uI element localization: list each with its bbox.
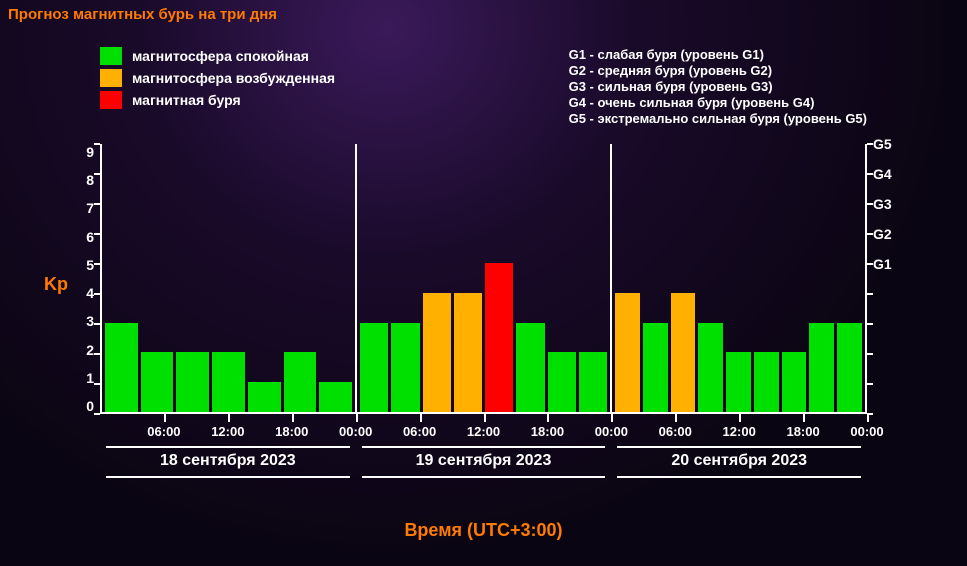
x-time-label: 00:00	[850, 424, 883, 439]
bars-container	[612, 144, 865, 412]
kp-bar	[782, 352, 807, 412]
bar-legend-item: магнитосфера возбужденная	[100, 69, 335, 87]
kp-bar	[615, 293, 640, 412]
bars-container	[102, 144, 355, 412]
x-time-label: 18:00	[531, 424, 564, 439]
y-axis-label: Kp	[44, 274, 68, 295]
page-title: Прогноз магнитных бурь на три дня	[0, 0, 967, 29]
kp-bar	[391, 323, 419, 412]
bar-legend-item: магнитная буря	[100, 91, 335, 109]
kp-bar	[248, 382, 281, 412]
g-legend-line: G4 - очень сильная буря (уровень G4)	[569, 95, 867, 110]
g-tick-label: G3	[873, 196, 892, 212]
kp-bar	[485, 263, 513, 412]
day-separator-top	[100, 446, 867, 448]
kp-bar	[516, 323, 544, 412]
bars-container	[357, 144, 610, 412]
kp-bar	[698, 323, 723, 412]
kp-bar	[319, 382, 352, 412]
day-panel	[357, 144, 612, 412]
x-time-label: 12:00	[467, 424, 500, 439]
kp-bar	[671, 293, 696, 412]
day-label: 18 сентября 2023	[100, 452, 356, 470]
y-tick-label: 0	[74, 398, 94, 414]
kp-chart: Kp 9876543210 G5G4G3G2G1 06:0012:0018:00…	[50, 144, 917, 474]
kp-bar	[360, 323, 388, 412]
g-legend-line: G3 - сильная буря (уровень G3)	[569, 79, 867, 94]
day-panel	[612, 144, 865, 412]
x-time-label: 06:00	[147, 424, 180, 439]
y-tick-label: 2	[74, 342, 94, 358]
kp-bar	[176, 352, 209, 412]
day-panel	[102, 144, 357, 412]
x-time-label: 18:00	[786, 424, 819, 439]
y-tick-label: 8	[74, 172, 94, 188]
kp-bar	[579, 352, 607, 412]
y-tick-label: 1	[74, 370, 94, 386]
kp-bar	[754, 352, 779, 412]
kp-bar	[212, 352, 245, 412]
g-tick-label: G5	[873, 136, 892, 152]
kp-bar	[548, 352, 576, 412]
legend-swatch	[100, 47, 122, 65]
g-legend-line: G1 - слабая буря (уровень G1)	[569, 47, 867, 62]
g-legend-line: G2 - средняя буря (уровень G2)	[569, 63, 867, 78]
day-label: 20 сентября 2023	[611, 452, 867, 470]
x-time-label: 06:00	[403, 424, 436, 439]
legend-swatch	[100, 91, 122, 109]
kp-bar	[454, 293, 482, 412]
y-tick-label: 3	[74, 313, 94, 329]
g-tick-label: G1	[873, 256, 892, 272]
legend-label: магнитосфера спокойная	[132, 48, 309, 64]
kp-bar	[284, 352, 317, 412]
x-time-label: 12:00	[211, 424, 244, 439]
y-axis-left: 9 8 7 6 5 4 3 2 1 0	[74, 144, 94, 414]
legend-swatch	[100, 69, 122, 87]
kp-bar	[141, 352, 174, 412]
y-tick-label: 5	[74, 257, 94, 273]
day-labels: 18 сентября 202319 сентября 202320 сентя…	[100, 452, 867, 470]
x-axis-title: Время (UTC+3:00)	[0, 520, 967, 541]
g-tick-label: G4	[873, 166, 892, 182]
y-tick-label: 7	[74, 200, 94, 216]
kp-bar	[423, 293, 451, 412]
kp-bar	[105, 323, 138, 412]
g-legend-line: G5 - экстремально сильная буря (уровень …	[569, 111, 867, 126]
y-tick-label: 6	[74, 229, 94, 245]
kp-bar	[809, 323, 834, 412]
y-axis-right: G5G4G3G2G1	[873, 144, 901, 414]
legend-row: магнитосфера спокойная магнитосфера возбу…	[0, 29, 967, 136]
x-time-label: 06:00	[659, 424, 692, 439]
kp-bar	[726, 352, 751, 412]
kp-bar	[643, 323, 668, 412]
x-time-label: 18:00	[275, 424, 308, 439]
legend-label: магнитосфера возбужденная	[132, 70, 335, 86]
g-scale-legend: G1 - слабая буря (уровень G1)G2 - средня…	[569, 47, 867, 126]
plot-area	[100, 144, 867, 414]
legend-label: магнитная буря	[132, 92, 241, 108]
bar-legend-item: магнитосфера спокойная	[100, 47, 335, 65]
y-tick-label: 9	[74, 144, 94, 160]
x-ticks	[100, 414, 867, 422]
x-time-labels: 06:0012:0018:0000:0006:0012:0018:0000:00…	[100, 424, 867, 442]
kp-bar	[837, 323, 862, 412]
bar-legend: магнитосфера спокойная магнитосфера возбу…	[100, 47, 335, 126]
day-label: 19 сентября 2023	[356, 452, 612, 470]
g-tick-label: G2	[873, 226, 892, 242]
y-tick-label: 4	[74, 285, 94, 301]
x-time-label: 12:00	[723, 424, 756, 439]
day-separator-bottom	[100, 476, 867, 478]
